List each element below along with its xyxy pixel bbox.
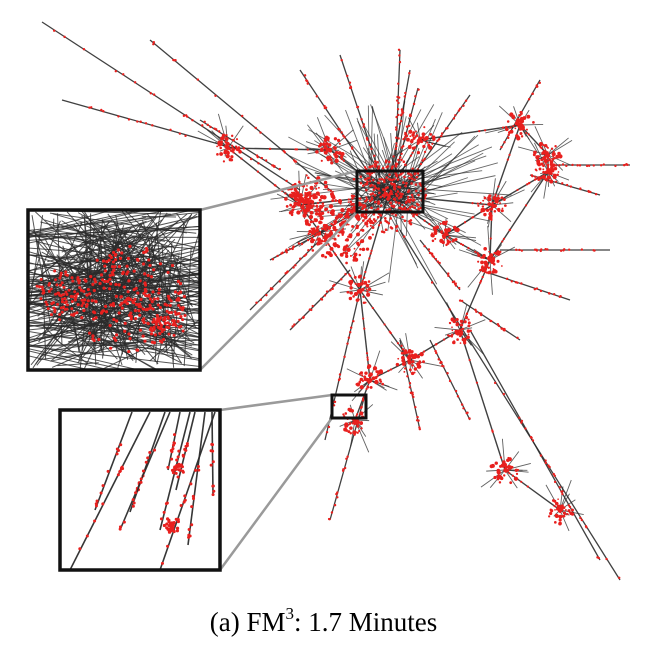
caption-superscript: 3	[285, 604, 294, 623]
caption-prefix: (a) FM	[209, 607, 286, 637]
zoom-connector-top-1	[199, 169, 358, 212]
graph-drawing	[26, 21, 630, 581]
inset-branch	[58, 408, 222, 572]
caption-suffix: : 1.7 Minutes	[293, 607, 438, 637]
zoom-connector-top-2	[199, 211, 358, 371]
zoom-connector-bottom-1	[219, 393, 333, 412]
zoom-connector-bottom-2	[218, 417, 334, 571]
zoom-region-dense-core	[355, 169, 425, 214]
inset-dense-core	[26, 208, 202, 372]
zoom-region-branch	[330, 393, 368, 420]
figure-caption: (a) FM3: 1.7 Minutes	[0, 604, 647, 638]
